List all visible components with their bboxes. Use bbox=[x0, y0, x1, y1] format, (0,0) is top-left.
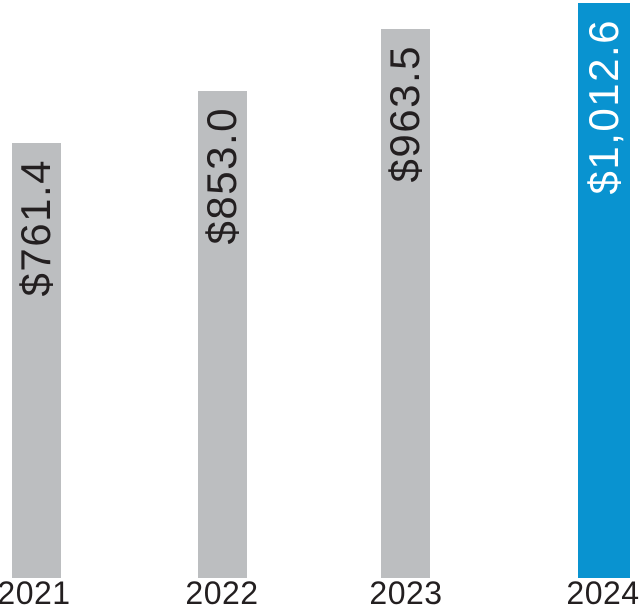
bar-value-2021: $761.4 bbox=[12, 159, 60, 297]
bar-value-2022: $853.0 bbox=[198, 107, 246, 245]
bar-2022: $853.0 bbox=[198, 91, 247, 578]
x-axis-label-2024: 2024 bbox=[566, 575, 640, 611]
bar-2024-highlighted: $1,012.6 bbox=[578, 3, 630, 578]
bar-2023: $963.5 bbox=[381, 29, 430, 578]
bar-value-2023: $963.5 bbox=[381, 45, 429, 183]
x-axis-label-2021: 2021 bbox=[0, 575, 71, 611]
bar-value-2024: $1,012.6 bbox=[579, 19, 627, 195]
x-axis-label-2023: 2023 bbox=[369, 575, 443, 611]
x-axis-label-2022: 2022 bbox=[185, 575, 259, 611]
bar-2021: $761.4 bbox=[12, 143, 61, 578]
